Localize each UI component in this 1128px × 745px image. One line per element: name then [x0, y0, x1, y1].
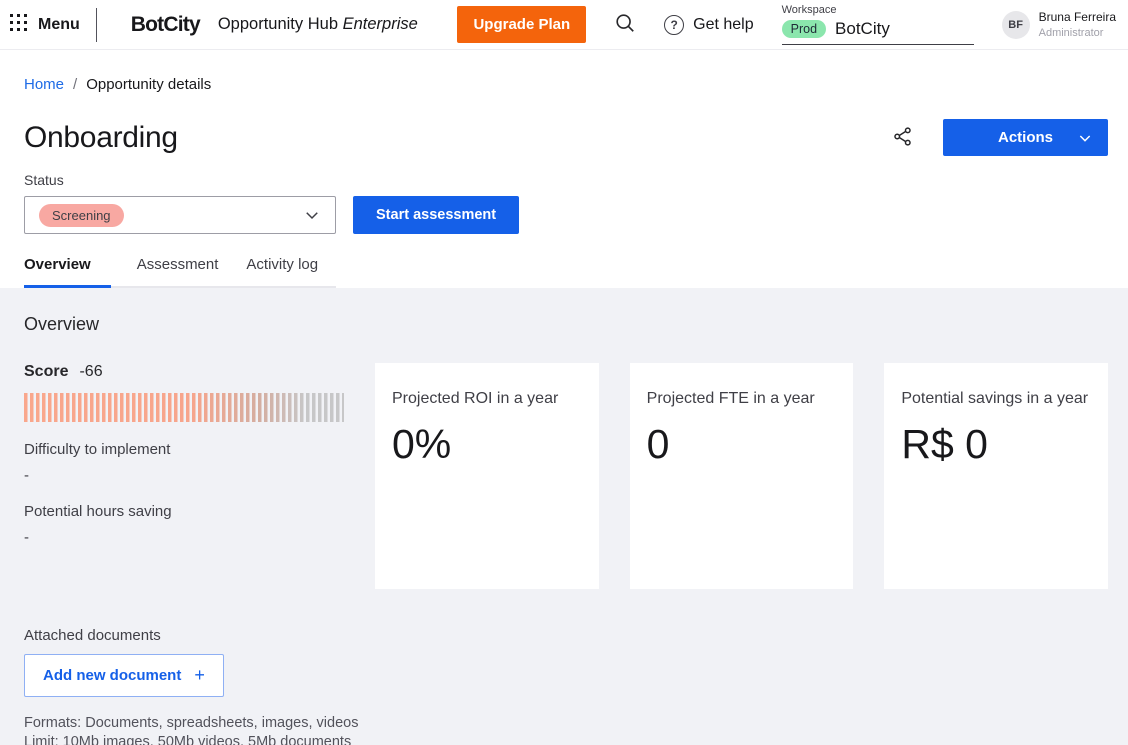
status-badge: Screening [39, 203, 124, 227]
score-value: -66 [79, 363, 103, 380]
attached-documents-label: Attached documents [24, 627, 161, 644]
attached-documents-section: Attached documents Add new document + Fo… [24, 627, 1108, 745]
score-label: Score [24, 363, 69, 380]
difficulty-value: - [24, 467, 29, 484]
card-label: Projected ROI in a year [392, 390, 559, 407]
overview-section: Overview Score -66 Difficulty to impleme… [0, 288, 1128, 745]
status-label: Status [24, 172, 64, 188]
grid-menu-icon [10, 13, 27, 36]
hours-saving-value: - [24, 529, 29, 546]
product-edition: Enterprise [342, 15, 418, 33]
avatar: BF [1001, 10, 1030, 39]
score-bar [24, 393, 344, 422]
card-label: Potential savings in a year [901, 390, 1089, 407]
search-button[interactable] [614, 12, 636, 37]
breadcrumb-separator: / [73, 76, 78, 93]
card-value: R$ 0 [901, 421, 988, 467]
card-value: 0 [646, 421, 670, 467]
card-potential-savings: Potential savings in a year R$ 0 [884, 363, 1109, 589]
product-title: Opportunity Hub Enterprise [218, 15, 418, 34]
hours-saving-label: Potential hours saving [24, 503, 172, 520]
page-header-area: Home / Opportunity details Onboarding Ac… [0, 50, 1128, 288]
tab-assessment[interactable]: Assessment [137, 256, 221, 288]
header-divider [95, 7, 97, 42]
share-icon [892, 126, 913, 150]
card-value: 0% [392, 421, 452, 467]
add-document-label: Add new document [43, 667, 182, 684]
breadcrumb-home-link[interactable]: Home [24, 76, 65, 93]
chevron-down-icon [1079, 134, 1091, 142]
menu-label: Menu [38, 15, 80, 33]
share-button[interactable] [892, 126, 913, 150]
plus-icon: + [194, 665, 205, 685]
page-title: Onboarding [24, 120, 178, 154]
get-help-button[interactable]: ? Get help [664, 14, 754, 35]
help-icon: ? [664, 14, 685, 35]
user-role: Administrator [1038, 27, 1104, 39]
actions-label: Actions [997, 129, 1053, 146]
score-panel: Score -66 Difficulty to implement - Pote… [24, 363, 344, 589]
status-select[interactable]: Screening [24, 196, 336, 234]
start-assessment-button[interactable]: Start assessment [353, 196, 520, 234]
actions-button[interactable]: Actions [943, 119, 1108, 156]
card-label: Projected FTE in a year [646, 390, 815, 407]
tab-overview[interactable]: Overview [24, 256, 111, 288]
botcity-logo: BotCity [130, 12, 201, 36]
breadcrumb-current: Opportunity details [86, 76, 212, 93]
upgrade-plan-button[interactable]: Upgrade Plan [457, 6, 587, 43]
product-name: Opportunity Hub [217, 15, 338, 33]
overview-heading: Overview [24, 314, 100, 334]
get-help-label: Get help [693, 15, 754, 33]
add-new-document-button[interactable]: Add new document + [24, 654, 224, 697]
tab-bar: Overview Assessment Activity log [24, 256, 337, 288]
formats-text: Formats: Documents, spreadsheets, images… [24, 715, 359, 731]
card-projected-fte: Projected FTE in a year 0 [629, 363, 854, 589]
top-header: Menu BotCity Opportunity Hub Enterprise … [0, 0, 1128, 50]
tab-activity-log[interactable]: Activity log [246, 256, 320, 288]
search-icon [614, 12, 636, 37]
workspace-label: Workspace [781, 4, 837, 16]
difficulty-label: Difficulty to implement [24, 441, 171, 458]
user-name: Bruna Ferreira [1038, 10, 1116, 24]
workspace-env-badge: Prod [781, 20, 827, 38]
card-projected-roi: Projected ROI in a year 0% [375, 363, 599, 589]
menu-button[interactable]: Menu [10, 13, 80, 36]
user-menu[interactable]: BF Bruna Ferreira Administrator [1001, 10, 1116, 39]
limit-text: Limit: 10Mb images, 50Mb videos, 5Mb doc… [24, 734, 352, 745]
breadcrumb: Home / Opportunity details [24, 76, 1108, 93]
workspace-selector[interactable]: Workspace Prod BotCity [781, 4, 974, 45]
workspace-name: BotCity [835, 19, 890, 38]
chevron-down-icon [306, 212, 318, 220]
